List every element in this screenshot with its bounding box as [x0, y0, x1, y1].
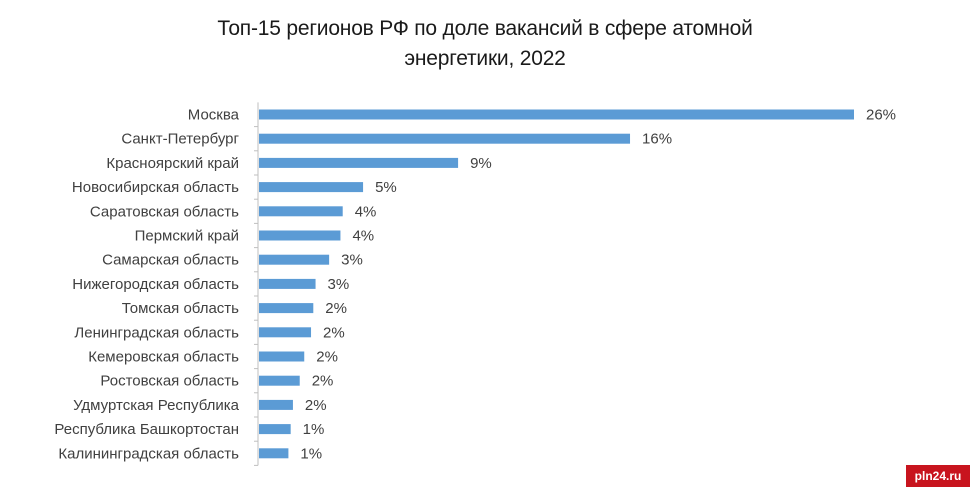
category-label: Республика Башкортостан	[54, 421, 239, 438]
watermark-logo: pln24.ru	[906, 465, 970, 487]
bar	[259, 448, 289, 459]
category-label: Кемеровская область	[88, 349, 239, 366]
data-label: 1%	[300, 445, 322, 462]
data-label: 2%	[305, 397, 327, 414]
category-label: Нижегородская область	[72, 276, 239, 293]
chart-title-line-1: Топ-15 регионов РФ по доле вакансий в сф…	[217, 17, 753, 40]
bar	[259, 230, 341, 241]
category-label: Удмуртская Республика	[73, 397, 240, 414]
bar	[259, 133, 631, 144]
data-label: 3%	[328, 276, 350, 293]
bar	[259, 278, 316, 289]
category-label: Самарская область	[102, 252, 239, 269]
data-label: 2%	[312, 373, 334, 390]
data-label: 5%	[375, 179, 397, 196]
bar	[259, 182, 364, 193]
chart-title-line-2: энергетики, 2022	[404, 47, 566, 70]
data-label: 4%	[352, 228, 374, 245]
category-label: Ростовская область	[100, 373, 239, 390]
data-label: 26%	[866, 107, 896, 124]
bar	[259, 424, 291, 435]
data-label: 2%	[323, 324, 345, 341]
category-label: Красноярский край	[106, 155, 239, 172]
category-label: Томская область	[122, 300, 239, 317]
category-label: Ленинградская область	[74, 324, 239, 341]
data-label: 3%	[341, 252, 363, 269]
bar	[259, 375, 300, 386]
data-label: 16%	[642, 131, 672, 148]
bar	[259, 206, 343, 217]
data-label: 2%	[325, 300, 347, 317]
category-label: Москва	[188, 107, 240, 124]
bar	[259, 254, 330, 265]
bar	[259, 399, 293, 410]
bar	[259, 157, 459, 168]
data-label: 9%	[470, 155, 492, 172]
category-label: Санкт-Петербург	[121, 131, 239, 148]
bar	[259, 327, 312, 338]
category-label: Калининградская область	[58, 445, 239, 462]
chart-title: Топ-15 регионов РФ по доле вакансий в сф…	[0, 14, 970, 74]
category-label: Саратовская область	[90, 203, 239, 220]
data-label: 2%	[316, 349, 338, 366]
data-label: 1%	[303, 421, 325, 438]
category-label: Пермский край	[135, 228, 239, 245]
bar	[259, 109, 854, 120]
category-label: Новосибирская область	[72, 179, 239, 196]
data-label: 4%	[355, 203, 377, 220]
bar	[259, 351, 305, 362]
plot-area: Москва 26% Санкт-Петербург 16% Красноярский …	[54, 102, 896, 466]
bar	[259, 303, 314, 314]
